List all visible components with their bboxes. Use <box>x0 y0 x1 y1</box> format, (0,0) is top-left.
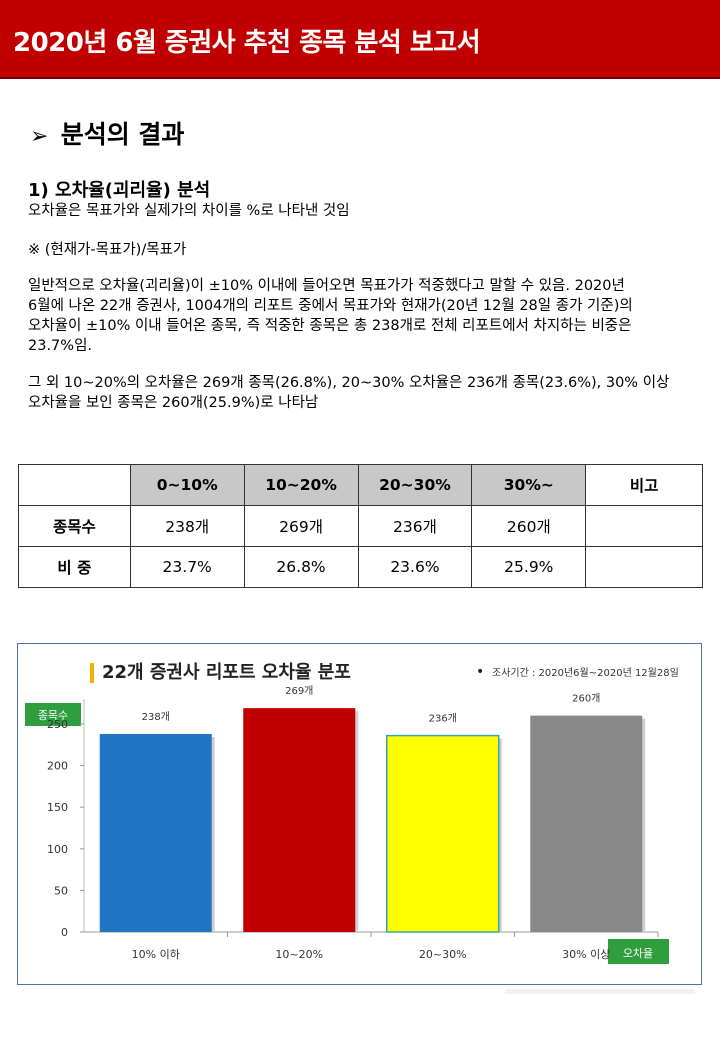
analysis-line: 오차율이 ±10% 이내 들어온 종목, 즉 적중한 종목은 총 238개로 전… <box>28 318 632 334</box>
y-axis-label-box <box>25 703 81 726</box>
data-label: 260개 <box>572 693 600 705</box>
table-header-cell: 0~10% <box>129 464 245 506</box>
table-cell: 23.6% <box>357 546 473 588</box>
table-header-cell: 10~20% <box>243 464 359 506</box>
x-tick-label: 20~30% <box>419 948 467 961</box>
arrow-bullet-icon: ➢ <box>30 124 49 149</box>
report-header: 2020년 6월 증권사 추천 종목 분석 보고서 <box>0 0 720 79</box>
title-marker-icon <box>90 663 94 683</box>
table-cell: 25.9% <box>471 546 587 588</box>
y-tick-label: 50 <box>54 884 68 897</box>
table-header-cell: 비고 <box>585 464 703 506</box>
report-title: 2020년 6월 증권사 추천 종목 분석 보고서 <box>13 28 481 58</box>
table-row: 종목수 238개 269개 236개 260개 <box>18 505 703 547</box>
bar <box>386 734 500 933</box>
table-header-cell <box>18 464 131 506</box>
x-tick-label: 30% 이상 <box>562 948 610 961</box>
data-label: 269개 <box>285 685 313 697</box>
bar <box>99 733 212 932</box>
formula-text: ※ (현재가-목표가)/목표가 <box>28 242 187 258</box>
subsection-title: 1) 오차율(괴리율) 분석 <box>28 180 211 201</box>
table-header-cell: 20~30% <box>357 464 473 506</box>
table-cell: 260개 <box>471 505 587 547</box>
plot-area: 0 50 100 150 200 250 238개 10% 이하 269개 10~20% 236개 2… <box>47 685 659 961</box>
row-label: 비 중 <box>18 546 131 588</box>
x-axis-label: 오차율 <box>623 947 653 960</box>
table-cell: 236개 <box>357 505 473 547</box>
bar <box>530 715 643 932</box>
y-tick-label: 100 <box>47 843 68 856</box>
y-tick-label: 250 <box>47 718 68 731</box>
summary-line: 오차율을 보인 종목은 260개(25.9%)로 나타남 <box>28 395 319 411</box>
x-tick-label: 10% 이하 <box>132 947 180 961</box>
section-heading: ➢ 분석의 결과 <box>30 115 184 151</box>
row-label: 종목수 <box>18 505 131 547</box>
watermark-mark <box>505 989 695 994</box>
table-header-cell: 30%~ <box>471 464 587 506</box>
x-tick-label: 10~20% <box>275 948 323 961</box>
section-title: 분석의 결과 <box>60 120 185 149</box>
table-header-row: 0~10% 10~20% 20~30% 30%~ 비고 <box>18 464 703 506</box>
error-rate-table: 0~10% 10~20% 20~30% 30%~ 비고 종목수 238개 269… <box>18 464 703 588</box>
y-axis-label: 종목수 <box>38 709 68 722</box>
table-cell: 23.7% <box>129 546 245 588</box>
summary-paragraph: 그 외 10~20%의 오차율은 269개 종목(26.8%), 20~30% … <box>28 373 700 413</box>
bar-chart: 22개 증권사 리포트 오차율 분포 • 조사기간 : 2020년6월~2020… <box>17 643 702 985</box>
y-tick-label: 0 <box>61 926 68 939</box>
bar <box>243 708 356 932</box>
note-bullet: • <box>476 664 484 680</box>
x-axis-label-box <box>608 939 669 964</box>
table-cell: 26.8% <box>243 546 359 588</box>
definition-text: 오차율은 목표가와 실제가의 차이를 %로 나타낸 것임 <box>28 203 350 219</box>
analysis-line: 23.7%임. <box>28 338 93 354</box>
analysis-line: 일반적으로 오차율(괴리율)이 ±10% 이내에 들어오면 목표가가 적중했다고… <box>28 278 625 294</box>
data-label: 236개 <box>429 713 457 725</box>
survey-period-note: 조사기간 : 2020년6월~2020년 12월28일 <box>492 667 679 679</box>
table-cell <box>585 505 703 547</box>
chart-title: 22개 증권사 리포트 오차율 분포 <box>102 662 351 683</box>
data-label: 238개 <box>142 711 170 723</box>
chart-canvas: 22개 증권사 리포트 오차율 분포 • 조사기간 : 2020년6월~2020… <box>25 662 679 964</box>
table-cell <box>585 546 703 588</box>
table-row: 비 중 23.7% 26.8% 23.6% 25.9% <box>18 546 703 588</box>
analysis-line: 6월에 나온 22개 증권사, 1004개의 리포트 중에서 목표가와 현재가(… <box>28 298 633 314</box>
y-tick-label: 200 <box>47 760 68 773</box>
table-cell: 238개 <box>129 505 245 547</box>
summary-line: 그 외 10~20%의 오차율은 269개 종목(26.8%), 20~30% … <box>28 375 670 391</box>
table-cell: 269개 <box>243 505 359 547</box>
y-tick-label: 150 <box>47 801 68 814</box>
analysis-paragraph: 일반적으로 오차율(괴리율)이 ±10% 이내에 들어오면 목표가가 적중했다고… <box>28 276 700 356</box>
